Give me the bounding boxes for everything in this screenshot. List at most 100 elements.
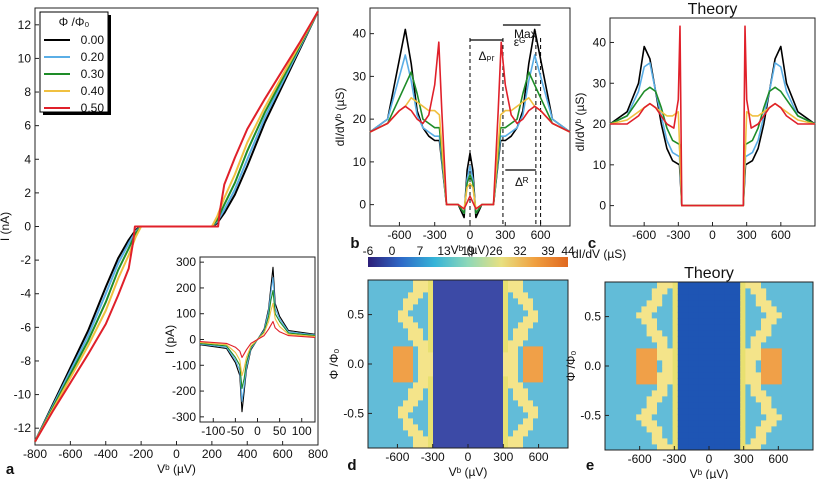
- heatmap-cell-e: [657, 360, 663, 367]
- heatmap-cell-d: [473, 376, 479, 383]
- heatmap-cell-d: [393, 310, 399, 317]
- heatmap-cell-d: [518, 370, 524, 377]
- heatmap-cell-d: [513, 388, 519, 395]
- heatmap-cell-e: [714, 432, 720, 439]
- heatmap-cell-d: [398, 316, 404, 323]
- heatmap-cell-d: [533, 334, 539, 341]
- heatmap-cell-d: [373, 400, 379, 407]
- heatmap-cell-e: [719, 282, 725, 289]
- heatmap-cell-e: [740, 402, 746, 409]
- heatmap-cell-e: [631, 408, 637, 415]
- heatmap-cell-d: [543, 364, 549, 371]
- colorbar-tick-label: 19: [461, 244, 475, 258]
- heatmap-cell-d: [453, 418, 459, 425]
- heatmap-cell-d: [438, 394, 444, 401]
- heatmap-cell-d: [503, 304, 509, 311]
- heatmap-cell-d: [403, 310, 409, 317]
- heatmap-cell-e: [781, 324, 788, 331]
- heatmap-cell-d: [558, 286, 564, 293]
- heatmap-cell-d: [408, 346, 414, 353]
- heatmap-cell-e: [698, 294, 705, 301]
- heatmap-cell-d: [543, 358, 549, 365]
- heatmap-cell-e: [688, 300, 694, 307]
- x-tick-label-a: -600: [58, 447, 82, 461]
- x-tick-label-b: -300: [423, 228, 447, 242]
- heatmap-cell-e: [667, 396, 673, 403]
- heatmap-cell-e: [636, 282, 642, 289]
- heatmap-cell-d: [448, 382, 454, 389]
- heatmap-cell-d: [408, 388, 414, 395]
- heatmap-cell-e: [740, 348, 746, 355]
- heatmap-cell-d: [403, 442, 409, 449]
- heatmap-cell-e: [771, 288, 777, 295]
- heatmap-cell-e: [797, 342, 803, 349]
- heatmap-cell-d: [413, 298, 419, 305]
- heatmap-cell-e: [750, 384, 757, 391]
- heatmap-cell-e: [802, 354, 809, 361]
- heatmap-cell-d: [398, 418, 404, 425]
- heatmap-cell-e: [657, 354, 663, 361]
- heatmap-cell-e: [693, 414, 699, 421]
- x-tick-label-c: 0: [709, 228, 716, 242]
- heatmap-cell-d: [373, 304, 379, 311]
- heatmap-cell-e: [703, 408, 710, 415]
- heatmap-cell-d: [543, 322, 549, 329]
- heatmap-cell-e: [787, 414, 793, 421]
- heatmap-cell-d: [418, 352, 424, 359]
- heatmap-cell-e: [625, 384, 632, 391]
- heatmap-cell-e: [672, 420, 679, 427]
- heatmap-cell-e: [724, 288, 731, 295]
- heatmap-cell-e: [766, 330, 772, 337]
- heatmap-cell-e: [703, 294, 710, 301]
- heatmap-cell-e: [703, 348, 710, 355]
- heatmap-cell-d: [563, 418, 569, 425]
- heatmap-cell-d: [428, 406, 434, 413]
- heatmap-cell-e: [735, 378, 741, 385]
- heatmap-cell-e: [693, 366, 699, 373]
- heatmap-cell-d: [418, 328, 424, 335]
- heatmap-cell-d: [503, 328, 509, 335]
- heatmap-cell-e: [740, 390, 746, 397]
- heatmap-cell-e: [792, 336, 798, 343]
- y-tick-label-c: 40: [593, 35, 607, 49]
- heatmap-cell-d: [528, 442, 534, 449]
- heatmap-cell-d: [423, 394, 429, 401]
- heatmap-cell-d: [558, 382, 564, 389]
- heatmap-cell-e: [605, 354, 611, 361]
- heatmap-cell-e: [724, 384, 731, 391]
- heatmap-cell-e: [802, 444, 809, 451]
- heatmap-cell-e: [807, 294, 814, 301]
- heatmap-cell-d: [543, 280, 549, 287]
- heatmap-cell-d: [383, 412, 389, 419]
- heatmap-cell-d: [558, 334, 564, 341]
- heatmap-cell-e: [735, 444, 741, 451]
- heatmap-cell-d: [383, 298, 389, 305]
- x-tick-label-c: -300: [666, 228, 690, 242]
- heatmap-cell-d: [463, 418, 469, 425]
- heatmap-cell-d: [408, 394, 414, 401]
- heatmap-cell-e: [714, 378, 720, 385]
- heatmap-cell-d: [408, 382, 414, 389]
- heatmap-cell-e: [750, 372, 757, 379]
- heatmap-cell-e: [657, 378, 663, 385]
- heatmap-cell-e: [615, 288, 621, 295]
- heatmap-cell-d: [383, 304, 389, 311]
- heatmap-cell-e: [657, 282, 663, 289]
- heatmap-cell-d: [518, 382, 524, 389]
- heatmap-cell-d: [418, 316, 424, 323]
- x-tick-label-e: 600: [768, 452, 788, 466]
- heatmap-cell-d: [413, 424, 419, 431]
- heatmap-cell-d: [403, 292, 409, 299]
- heatmap-cell-e: [755, 336, 762, 343]
- heatmap-cell-e: [605, 384, 611, 391]
- heatmap-cell-e: [771, 294, 777, 301]
- heatmap-cell-e: [636, 438, 642, 445]
- heatmap-cell-e: [792, 288, 798, 295]
- heatmap-cell-d: [423, 358, 429, 365]
- heatmap-cell-d: [503, 412, 509, 419]
- heatmap-cell-e: [735, 300, 741, 307]
- heatmap-cell-d: [478, 340, 484, 347]
- heatmap-cell-d: [413, 340, 419, 347]
- heatmap-cell-d: [498, 364, 504, 371]
- heatmap-cell-d: [443, 292, 449, 299]
